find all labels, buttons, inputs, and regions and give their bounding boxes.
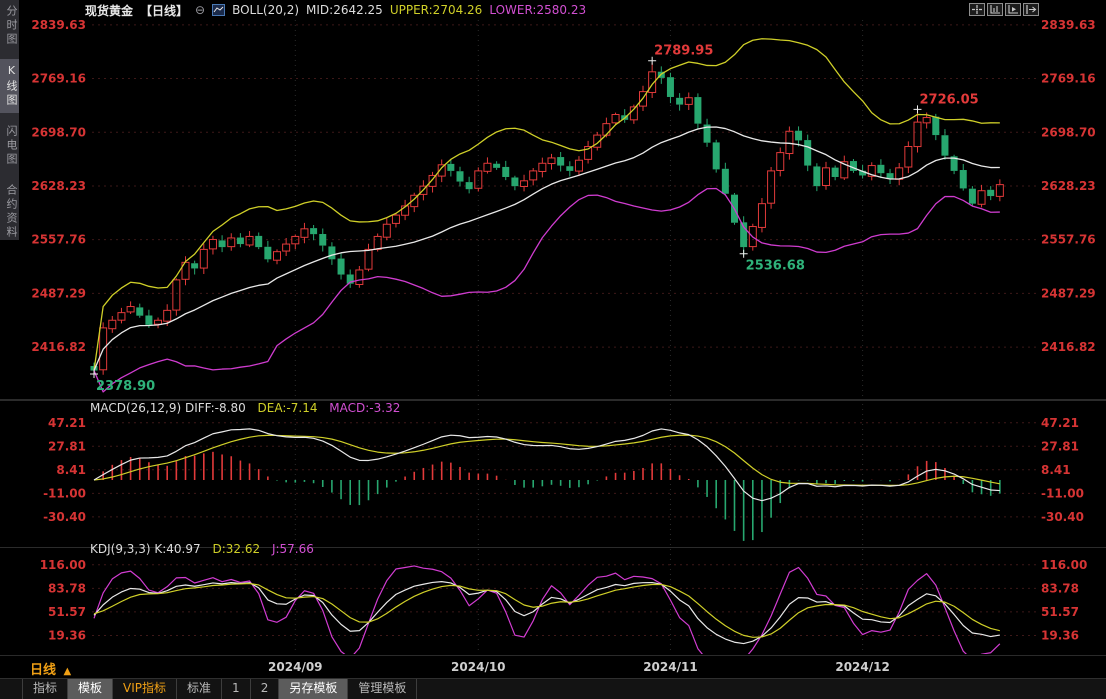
macd-dea-value: DEA:-7.14 [257, 401, 318, 415]
period-selector-button[interactable]: 日线 ▲ [30, 659, 71, 678]
bottom-toolbar-indicators[interactable]: 指标 [22, 679, 69, 699]
macd-header: MACD(26,12,9) DIFF:-8.80 DEA:-7.14 MACD:… [90, 401, 400, 415]
x-axis-label-2024-12: 2024/12 [835, 660, 890, 674]
bottom-toolbar-save-as-template[interactable]: 另存模板 [279, 679, 349, 699]
boll-mid-value: MID:2642.25 [306, 3, 383, 17]
sidebar-item-contract-info[interactable]: 合约资料 [5, 184, 18, 240]
boll-lower-value: LOWER:2580.23 [489, 3, 587, 17]
kdj-j-value: J:57.66 [271, 542, 314, 556]
bottom-toolbar-template[interactable]: 模板 [68, 679, 114, 699]
kdj-k-value: K:40.97 [154, 542, 201, 556]
kdj-name: KDJ(9,3,3) [90, 542, 151, 556]
kdj-d-value: D:32.62 [212, 542, 261, 556]
macd-name: MACD(26,12,9) [90, 401, 182, 415]
bottom-toolbar: 指标 模板 VIP指标 标准 1 2 另存模板 管理模板 [0, 678, 1106, 699]
triangle-up-icon: ▲ [63, 666, 72, 677]
bottom-toolbar-vip-indicators[interactable]: VIP指标 [113, 679, 178, 699]
x-axis-row: 日线 ▲ 2024/09 2024/10 2024/11 2024/12 [0, 655, 1106, 678]
macd-diff-value: DIFF:-8.80 [184, 401, 246, 415]
sidebar-item-lightning-chart[interactable]: 闪电图 [5, 125, 18, 167]
chart-corner-toolbar [969, 3, 1039, 16]
kdj-panel-canvas[interactable] [0, 547, 1106, 655]
sidebar-item-time-chart[interactable]: 分时图 [5, 5, 18, 47]
symbol-name: 现货黄金 [85, 3, 134, 18]
price-chart-canvas[interactable] [0, 0, 1106, 400]
left-sidebar: 分时图 K线图闪电图合约资料 [0, 0, 19, 240]
bottom-toolbar-page-1[interactable]: 1 [222, 679, 251, 699]
chart-titlebar: 现货黄金 【日线】 ⊖ BOLL(20,2) MID:2642.25 UPPER… [85, 2, 586, 18]
boll-upper-value: UPPER:2704.26 [389, 3, 483, 17]
bottom-toolbar-manage-template[interactable]: 管理模板 [348, 679, 418, 699]
boll-indicator-icon [212, 4, 226, 16]
period-selector-label: 日线 [30, 663, 57, 678]
bottom-toolbar-page-2[interactable]: 2 [251, 679, 280, 699]
collapse-indicator-icon[interactable]: ⊖ [195, 3, 206, 17]
step-forward-icon[interactable] [1023, 3, 1039, 16]
macd-macd-value: MACD:-3.32 [329, 401, 401, 415]
x-axis-label-2024-10: 2024/10 [451, 660, 506, 674]
sidebar-item-kline-chart[interactable]: K线图 [0, 59, 19, 113]
x-axis-label-2024-09: 2024/09 [268, 660, 323, 674]
boll-name: BOLL(20,2) [232, 3, 300, 17]
bottom-toolbar-standard[interactable]: 标准 [177, 679, 223, 699]
x-axis-label-2024-11: 2024/11 [643, 660, 698, 674]
pan-crosshair-icon[interactable] [969, 3, 985, 16]
axis-scale-icon[interactable] [987, 3, 1003, 16]
macd-panel-canvas[interactable] [0, 400, 1106, 547]
axis-play-icon[interactable] [1005, 3, 1021, 16]
period-tag: 【日线】 [140, 3, 189, 18]
kdj-header: KDJ(9,3,3) K:40.97 D:32.62 J:57.66 [90, 542, 314, 556]
